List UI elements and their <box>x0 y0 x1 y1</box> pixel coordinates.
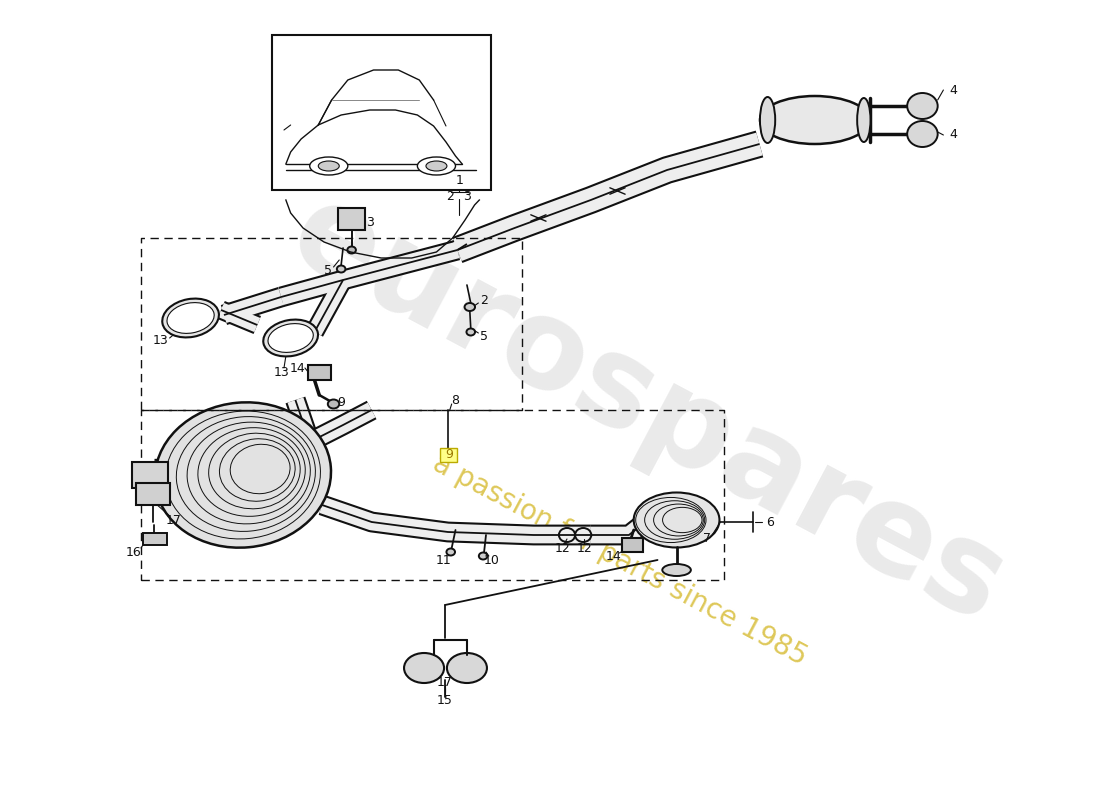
Text: 3: 3 <box>366 215 374 229</box>
Text: 4: 4 <box>949 129 957 142</box>
Text: 7: 7 <box>703 531 711 545</box>
Text: 1: 1 <box>455 174 463 186</box>
Ellipse shape <box>263 319 318 357</box>
Ellipse shape <box>760 96 869 144</box>
Ellipse shape <box>337 266 345 273</box>
Text: 13: 13 <box>273 366 289 378</box>
Ellipse shape <box>760 97 775 143</box>
Text: 12: 12 <box>576 542 592 554</box>
Bar <box>440 448 458 462</box>
Ellipse shape <box>404 653 444 683</box>
Ellipse shape <box>464 303 475 311</box>
Ellipse shape <box>328 399 339 409</box>
Ellipse shape <box>268 323 313 353</box>
Ellipse shape <box>466 329 475 335</box>
Bar <box>132 462 167 488</box>
Ellipse shape <box>447 653 487 683</box>
Ellipse shape <box>348 246 356 254</box>
Ellipse shape <box>310 157 348 175</box>
Ellipse shape <box>908 93 937 119</box>
Ellipse shape <box>167 302 214 334</box>
Text: 9: 9 <box>444 449 453 462</box>
Text: 9: 9 <box>338 397 345 410</box>
Ellipse shape <box>447 549 455 555</box>
Text: 6: 6 <box>766 515 774 529</box>
Text: 13: 13 <box>152 334 168 346</box>
Text: 2: 2 <box>446 190 453 202</box>
Ellipse shape <box>908 121 937 147</box>
Text: a passion for parts since 1985: a passion for parts since 1985 <box>428 449 811 671</box>
Text: 14: 14 <box>289 362 305 374</box>
Bar <box>136 483 169 505</box>
Bar <box>308 365 331 380</box>
Text: 8: 8 <box>451 394 460 406</box>
Text: 10: 10 <box>484 554 499 566</box>
Ellipse shape <box>634 493 719 547</box>
Text: eurospares: eurospares <box>271 171 1025 649</box>
Text: 5: 5 <box>323 263 332 277</box>
Text: 15: 15 <box>437 694 453 706</box>
Text: 14: 14 <box>606 550 621 562</box>
Ellipse shape <box>155 402 331 548</box>
Ellipse shape <box>318 161 339 171</box>
Text: 17: 17 <box>165 514 182 526</box>
Ellipse shape <box>662 564 691 576</box>
Ellipse shape <box>163 298 219 338</box>
Text: 11: 11 <box>436 554 451 566</box>
Ellipse shape <box>417 157 455 175</box>
Bar <box>272 35 491 190</box>
Text: 16: 16 <box>125 546 141 558</box>
Bar <box>623 538 643 552</box>
Ellipse shape <box>478 553 487 559</box>
Ellipse shape <box>857 98 870 142</box>
Text: 12: 12 <box>554 542 570 554</box>
Text: 17: 17 <box>437 675 453 689</box>
Bar <box>143 533 167 545</box>
Text: 5: 5 <box>480 330 488 342</box>
Ellipse shape <box>426 161 447 171</box>
Text: 3: 3 <box>463 190 471 202</box>
Bar <box>339 208 365 230</box>
Text: 4: 4 <box>949 83 957 97</box>
Text: 2: 2 <box>481 294 488 306</box>
